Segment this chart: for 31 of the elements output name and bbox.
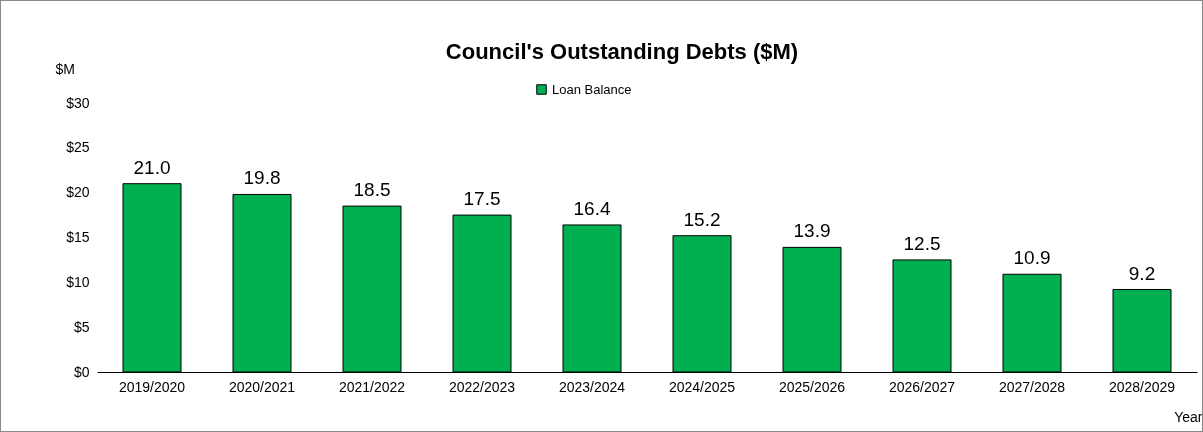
text: 19.8 xyxy=(243,167,281,189)
y-axis-title: $M xyxy=(55,60,75,77)
x-axis-title: Year xyxy=(1174,408,1203,425)
y-tick-label: $10 xyxy=(66,273,90,290)
x-tick-label: 2019/2020 xyxy=(118,378,186,395)
chart-title: Council's Outstanding Debts ($M) xyxy=(445,39,799,64)
legend-label: Loan Balance xyxy=(552,81,632,97)
x-tick-label: 2027/2028 xyxy=(998,378,1066,395)
x-tick-label: 2028/2029 xyxy=(1108,378,1176,395)
text: 12.5 xyxy=(903,232,941,254)
x-tick-label: 2020/2021 xyxy=(228,378,296,395)
text: 18.5 xyxy=(353,179,391,201)
x-tick-label: 2023/2024 xyxy=(558,378,626,395)
text: 10.9 xyxy=(1013,247,1051,269)
x-tick-label: 2021/2022 xyxy=(338,378,406,395)
text: 21.0 xyxy=(133,156,171,178)
text: 15.2 xyxy=(683,208,721,230)
x-tick-label: 2022/2023 xyxy=(448,378,516,395)
y-tick-label: $30 xyxy=(66,94,90,111)
y-tick-label: $15 xyxy=(66,229,90,245)
y-tick-label: $0 xyxy=(73,363,90,380)
text: 9.2 xyxy=(1128,262,1156,284)
x-tick-label: 2025/2026 xyxy=(778,378,846,395)
y-tick-label: $5 xyxy=(73,318,90,335)
x-tick-label: 2024/2025 xyxy=(668,378,736,395)
y-tick-label: $25 xyxy=(66,139,90,156)
text: 13.9 xyxy=(793,220,831,242)
y-tick-label: $20 xyxy=(66,184,90,201)
text: 17.5 xyxy=(463,188,501,210)
text: 16.4 xyxy=(573,197,611,219)
x-tick-label: 2026/2027 xyxy=(888,378,956,395)
